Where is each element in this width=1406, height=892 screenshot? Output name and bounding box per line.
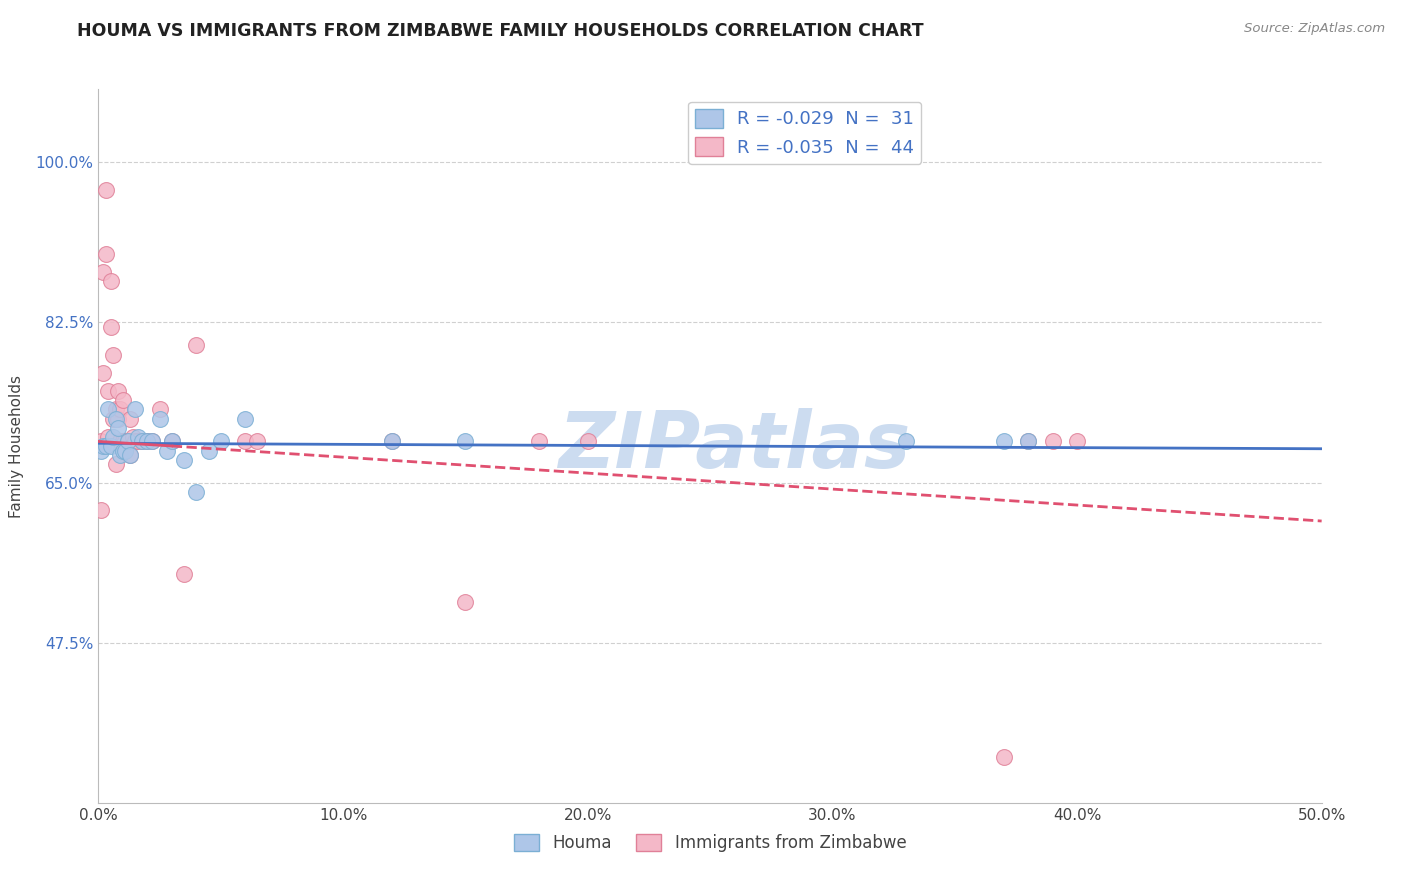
Point <box>120 448 142 462</box>
Point <box>1066 434 1088 449</box>
Point <box>233 434 256 449</box>
Point <box>149 402 172 417</box>
Text: Source: ZipAtlas.com: Source: ZipAtlas.com <box>1244 22 1385 36</box>
Point <box>90 443 112 458</box>
Point <box>117 434 139 449</box>
Point <box>90 434 112 449</box>
Point <box>127 434 149 449</box>
Point <box>454 434 477 449</box>
Point <box>114 443 136 458</box>
Point <box>107 384 129 398</box>
Point <box>160 434 183 449</box>
Point <box>110 402 132 417</box>
Point <box>104 411 127 425</box>
Point <box>121 430 143 444</box>
Point <box>186 338 208 352</box>
Point <box>94 439 117 453</box>
Point <box>110 448 132 462</box>
Point <box>993 434 1015 449</box>
Point <box>124 402 146 417</box>
Point <box>131 434 153 449</box>
Point <box>1042 434 1064 449</box>
Point <box>141 434 163 449</box>
Point <box>111 443 134 458</box>
Point <box>104 402 127 417</box>
Point <box>381 434 404 449</box>
Point <box>894 434 917 449</box>
Point <box>120 448 142 462</box>
Point <box>101 411 124 425</box>
Text: HOUMA VS IMMIGRANTS FROM ZIMBABWE FAMILY HOUSEHOLDS CORRELATION CHART: HOUMA VS IMMIGRANTS FROM ZIMBABWE FAMILY… <box>77 22 924 40</box>
Point <box>94 247 117 261</box>
Point <box>114 434 136 449</box>
Point <box>91 439 114 453</box>
Point <box>156 443 179 458</box>
Point <box>124 434 146 449</box>
Point <box>107 411 129 425</box>
Point <box>246 434 269 449</box>
Point <box>131 434 153 449</box>
Point <box>233 411 256 425</box>
Point <box>107 420 129 434</box>
Point <box>91 265 114 279</box>
Point <box>197 443 219 458</box>
Point <box>136 434 159 449</box>
Point <box>576 434 599 449</box>
Text: ZIPatlas: ZIPatlas <box>558 408 911 484</box>
Point <box>97 430 120 444</box>
Point <box>110 434 132 449</box>
Point <box>111 434 134 449</box>
Point <box>120 411 142 425</box>
Point <box>111 393 134 408</box>
Legend: Houma, Immigrants from Zimbabwe: Houma, Immigrants from Zimbabwe <box>508 827 912 859</box>
Point <box>527 434 550 449</box>
Point <box>101 430 124 444</box>
Point <box>141 434 163 449</box>
Point <box>136 434 159 449</box>
Point <box>100 320 122 334</box>
Point <box>149 411 172 425</box>
Y-axis label: Family Households: Family Households <box>10 375 24 517</box>
Point <box>127 430 149 444</box>
Point <box>186 484 208 499</box>
Point <box>454 594 477 608</box>
Point <box>94 183 117 197</box>
Point <box>104 458 127 472</box>
Point <box>173 567 195 582</box>
Point <box>97 384 120 398</box>
Point <box>381 434 404 449</box>
Point <box>1017 434 1039 449</box>
Point <box>209 434 232 449</box>
Point <box>160 434 183 449</box>
Point <box>1017 434 1039 449</box>
Point <box>117 434 139 449</box>
Point <box>91 366 114 380</box>
Point <box>993 750 1015 764</box>
Point <box>90 503 112 517</box>
Point <box>100 439 122 453</box>
Point <box>100 274 122 288</box>
Point <box>101 347 124 361</box>
Point <box>97 402 120 417</box>
Point <box>173 452 195 467</box>
